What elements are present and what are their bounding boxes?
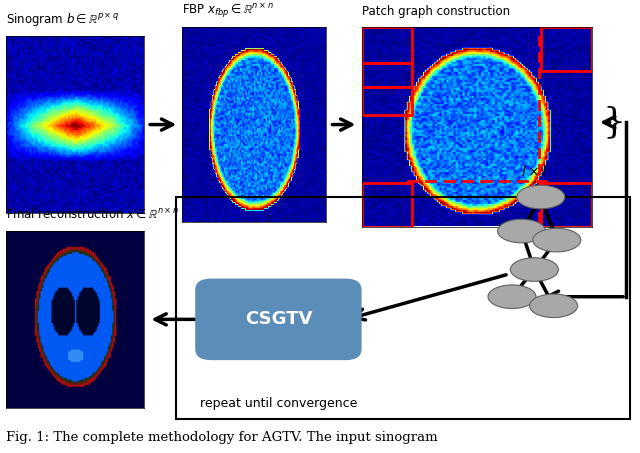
- Text: Patch graph construction: Patch graph construction: [362, 5, 509, 18]
- Bar: [362, 63, 412, 87]
- Text: Fig. 1: The complete methodology for AGTV. The input sinogram: Fig. 1: The complete methodology for AGT…: [6, 431, 438, 444]
- Text: FBP $x_{fbp} \in \mathbb{R}^{n \times n}$: FBP $x_{fbp} \in \mathbb{R}^{n \times n}…: [182, 2, 275, 20]
- Ellipse shape: [497, 219, 545, 243]
- Bar: [362, 27, 412, 63]
- Ellipse shape: [511, 258, 558, 281]
- Text: Final reconstruction $x \in \mathbb{R}^{n \times n}$: Final reconstruction $x \in \mathbb{R}^{…: [6, 207, 179, 222]
- Text: repeat until convergence: repeat until convergence: [200, 397, 357, 410]
- Ellipse shape: [517, 185, 564, 209]
- Text: CSGTV: CSGTV: [244, 310, 312, 328]
- Text: $l \times l$: $l \times l$: [521, 164, 548, 179]
- Text: }: }: [603, 105, 626, 140]
- Ellipse shape: [488, 285, 536, 308]
- Ellipse shape: [530, 294, 578, 318]
- Bar: [176, 197, 630, 419]
- Ellipse shape: [532, 228, 581, 252]
- Bar: [362, 183, 412, 226]
- Bar: [362, 87, 412, 115]
- FancyBboxPatch shape: [195, 279, 362, 360]
- Bar: [541, 183, 592, 226]
- Bar: [541, 27, 592, 71]
- Text: Sinogram $b \in \mathbb{R}^{p \times q}$: Sinogram $b \in \mathbb{R}^{p \times q}$: [6, 12, 120, 29]
